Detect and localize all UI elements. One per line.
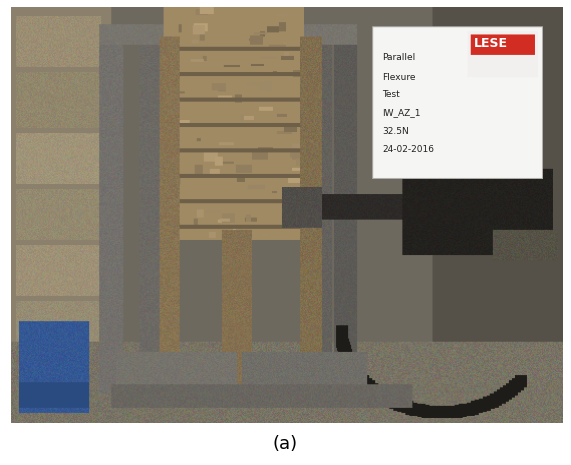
Text: (a): (a) — [273, 435, 298, 453]
Text: 24-02-2016: 24-02-2016 — [382, 145, 434, 154]
Text: Parallel: Parallel — [382, 53, 415, 62]
Text: Flexure: Flexure — [382, 73, 416, 82]
Text: IW_AZ_1: IW_AZ_1 — [382, 108, 421, 118]
Text: LESE: LESE — [475, 37, 508, 50]
Text: Test: Test — [382, 90, 400, 99]
Text: 32.5N: 32.5N — [382, 127, 409, 136]
